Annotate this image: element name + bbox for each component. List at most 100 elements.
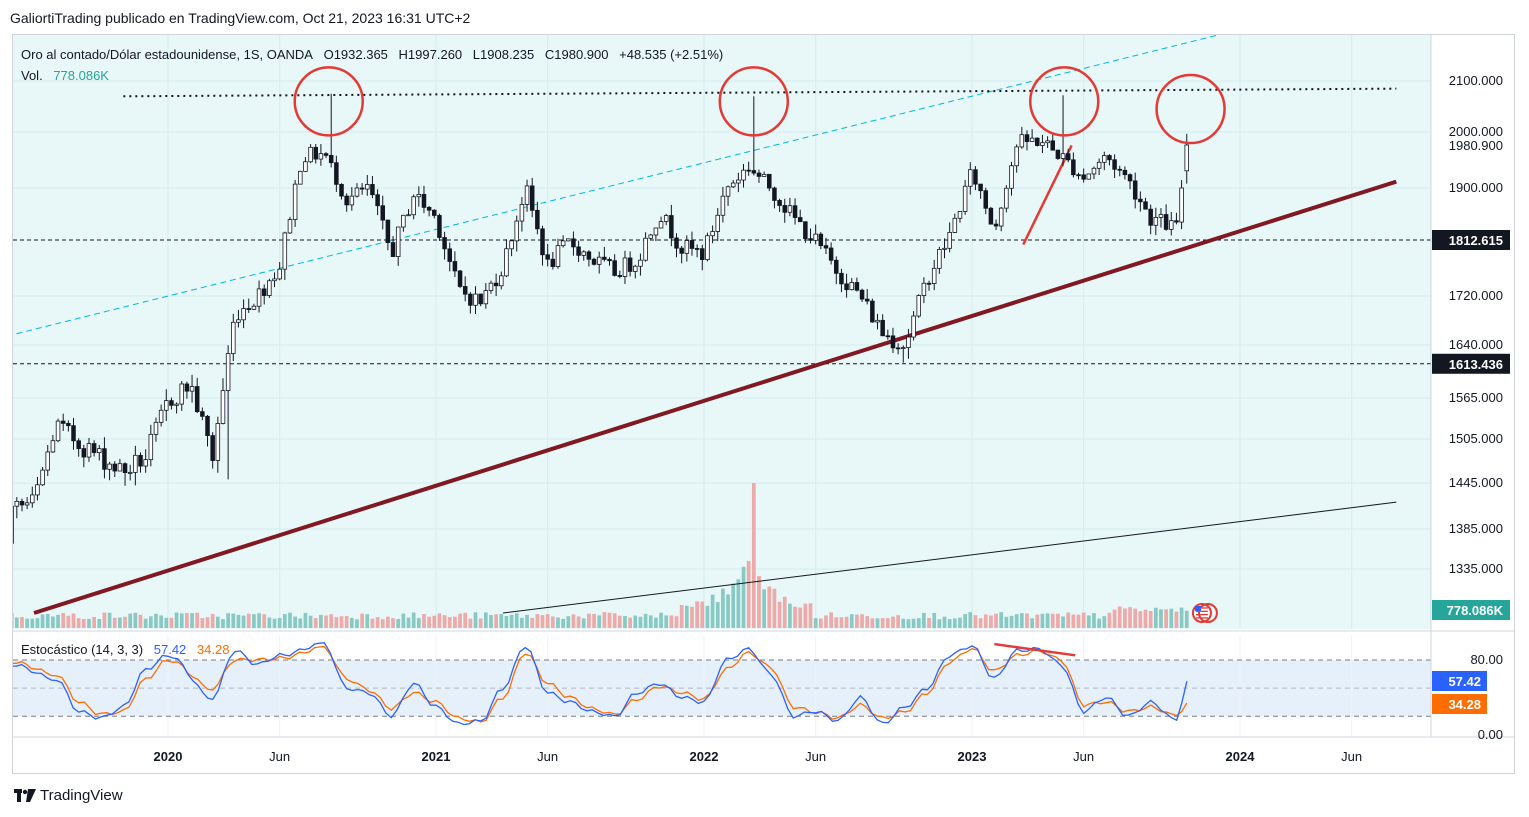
- price-change: +48.535 (+2.51%): [619, 47, 724, 62]
- volume-bar: [989, 615, 993, 628]
- candle: [122, 462, 128, 486]
- stoch-tick-label: 80.00: [1470, 652, 1503, 667]
- volume-axis-label[interactable]: 778.086K: [1432, 600, 1510, 620]
- candle-body: [76, 440, 81, 449]
- support-trendline[interactable]: [33, 179, 1397, 615]
- candle-body: [164, 400, 169, 411]
- candle-body: [30, 494, 35, 504]
- candle: [720, 186, 726, 223]
- candle: [756, 169, 762, 183]
- price-pane[interactable]: [13, 35, 1431, 629]
- candle: [344, 193, 349, 212]
- candle-body: [313, 146, 318, 160]
- candle-body: [1127, 174, 1133, 182]
- stoch-tick-label: 0.00: [1478, 727, 1503, 742]
- candle-body: [370, 184, 375, 196]
- volume-bar: [700, 601, 705, 628]
- candle: [1179, 180, 1184, 230]
- volume-bar: [973, 615, 978, 628]
- divergence-line-stoch[interactable]: [994, 642, 1076, 657]
- volume-bar: [406, 617, 411, 628]
- candle-body: [993, 223, 999, 227]
- candle-body: [767, 173, 772, 189]
- candle: [432, 209, 437, 219]
- tradingview-logo[interactable]: TradingView: [14, 787, 123, 804]
- candle-body: [586, 251, 592, 260]
- candle-body: [870, 300, 875, 323]
- volume-bar: [324, 615, 328, 628]
- highlight-circle[interactable]: [1029, 66, 1100, 137]
- stochastic-pane[interactable]: [13, 635, 1431, 737]
- volume-legend[interactable]: Vol. 778.086K: [21, 68, 109, 83]
- volume-bar: [1138, 611, 1143, 628]
- candle-body: [797, 217, 803, 223]
- price-label[interactable]: 1812.615: [1432, 230, 1510, 250]
- candle-body: [555, 245, 561, 267]
- candle: [839, 268, 844, 293]
- stochastic-legend[interactable]: Estocástico (14, 3, 3) 57.42 34.28: [21, 642, 229, 657]
- candle: [76, 438, 81, 457]
- candle: [730, 179, 736, 189]
- chart-container[interactable]: 2100.000 2000.000 1900.000 1720.000 1640.000…: [12, 34, 1515, 774]
- candle-body: [782, 205, 787, 213]
- candle: [318, 144, 324, 166]
- candle: [468, 292, 473, 314]
- volume-bar: [731, 583, 736, 628]
- volume-bar: [855, 614, 859, 628]
- candle: [689, 231, 695, 256]
- candle: [55, 418, 61, 443]
- candle: [545, 243, 550, 267]
- highlight-circle[interactable]: [718, 66, 790, 137]
- candle: [581, 250, 586, 261]
- price-label[interactable]: 1613.436: [1432, 353, 1510, 374]
- candle: [870, 298, 875, 323]
- candle: [164, 389, 169, 422]
- volume-bar: [947, 619, 952, 628]
- channel-line[interactable]: [13, 35, 1218, 363]
- volume-bar: [679, 604, 684, 628]
- volume-bar: [525, 614, 529, 628]
- level-lines: [13, 239, 1431, 365]
- resistance-line[interactable]: [123, 87, 1397, 98]
- candle: [478, 293, 483, 307]
- candle-body: [968, 169, 973, 187]
- candle-body: [602, 256, 607, 260]
- candle: [911, 311, 916, 341]
- candle-body: [426, 206, 432, 211]
- candle: [457, 270, 463, 289]
- candle: [282, 231, 288, 280]
- us-flag-icon[interactable]: [1191, 603, 1218, 623]
- candle-body: [864, 298, 870, 302]
- candle: [138, 452, 143, 473]
- volume-bar: [1112, 609, 1117, 628]
- chart-svg[interactable]: 2100.000 2000.000 1900.000 1720.000 1640.000…: [13, 35, 1514, 773]
- candle: [339, 183, 344, 200]
- price-label[interactable]: 1980.900: [1449, 138, 1503, 153]
- volume-bar: [829, 612, 833, 628]
- candle: [24, 497, 30, 510]
- candle: [40, 466, 45, 486]
- volume-bar: [550, 616, 555, 628]
- symbol-legend[interactable]: Oro al contado/Dólar estadounidense, 1S,…: [21, 47, 723, 62]
- price-tick-label: 1720.000: [1449, 288, 1503, 303]
- stoch-k-axis-label[interactable]: 57.42: [1432, 671, 1487, 691]
- candle: [540, 225, 545, 266]
- highlight-circle[interactable]: [293, 66, 364, 137]
- volume-bar: [922, 612, 926, 628]
- candle-body: [158, 409, 164, 423]
- volume-bar: [916, 618, 921, 628]
- volume-bar: [1045, 613, 1050, 628]
- lower-trendline[interactable]: [502, 501, 1397, 614]
- candle: [1029, 129, 1035, 142]
- highlight-circle[interactable]: [1155, 73, 1226, 145]
- candle: [200, 407, 205, 421]
- highlight-circles[interactable]: [293, 66, 1226, 145]
- stoch-d-axis-label[interactable]: 34.28: [1432, 694, 1487, 714]
- candle: [334, 155, 339, 192]
- candle-body: [462, 286, 468, 295]
- volume-bar: [540, 615, 545, 628]
- candle: [937, 246, 942, 274]
- candle: [998, 206, 1004, 232]
- candle: [529, 177, 535, 218]
- candle-body: [1081, 174, 1086, 180]
